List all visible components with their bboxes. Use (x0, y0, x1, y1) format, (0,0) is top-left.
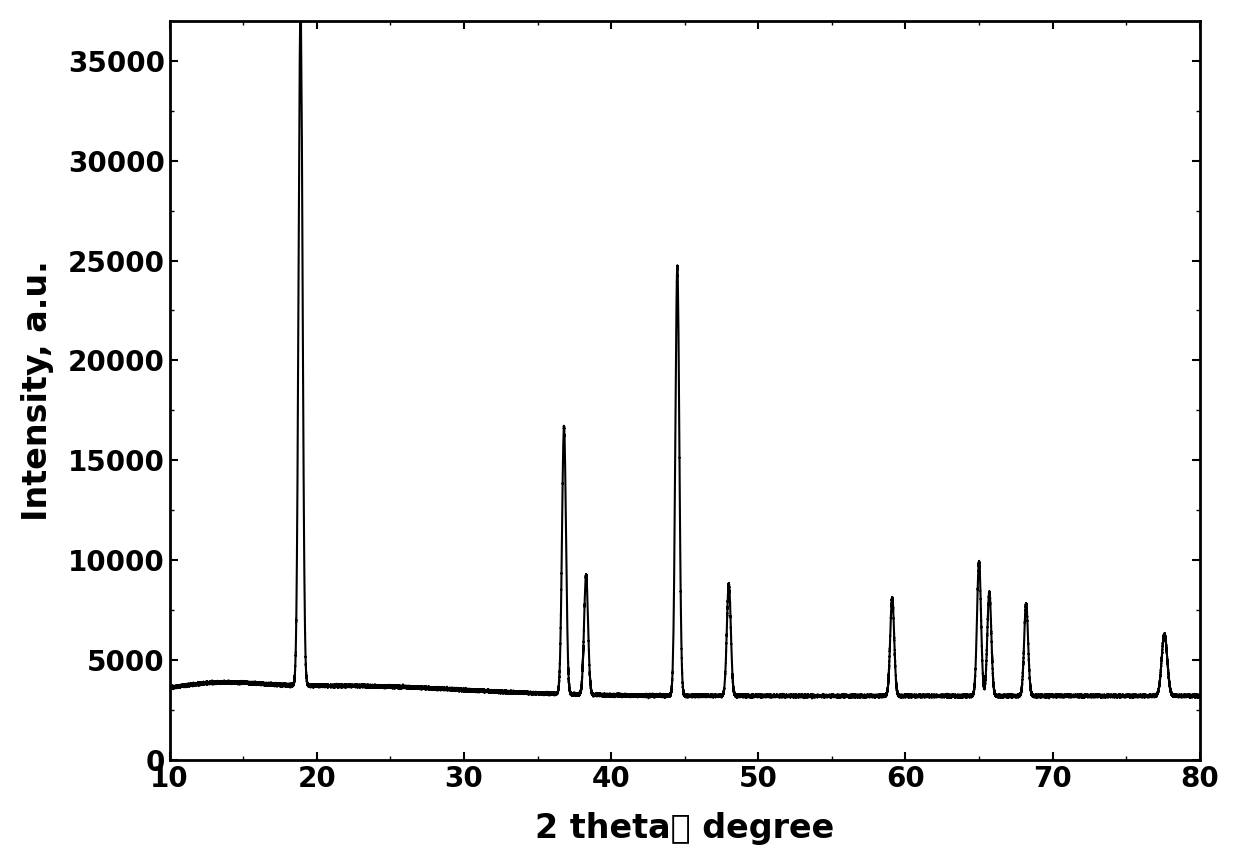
Y-axis label: Intensity, a.u.: Intensity, a.u. (21, 260, 53, 520)
X-axis label: 2 theta， degree: 2 theta， degree (536, 812, 835, 845)
